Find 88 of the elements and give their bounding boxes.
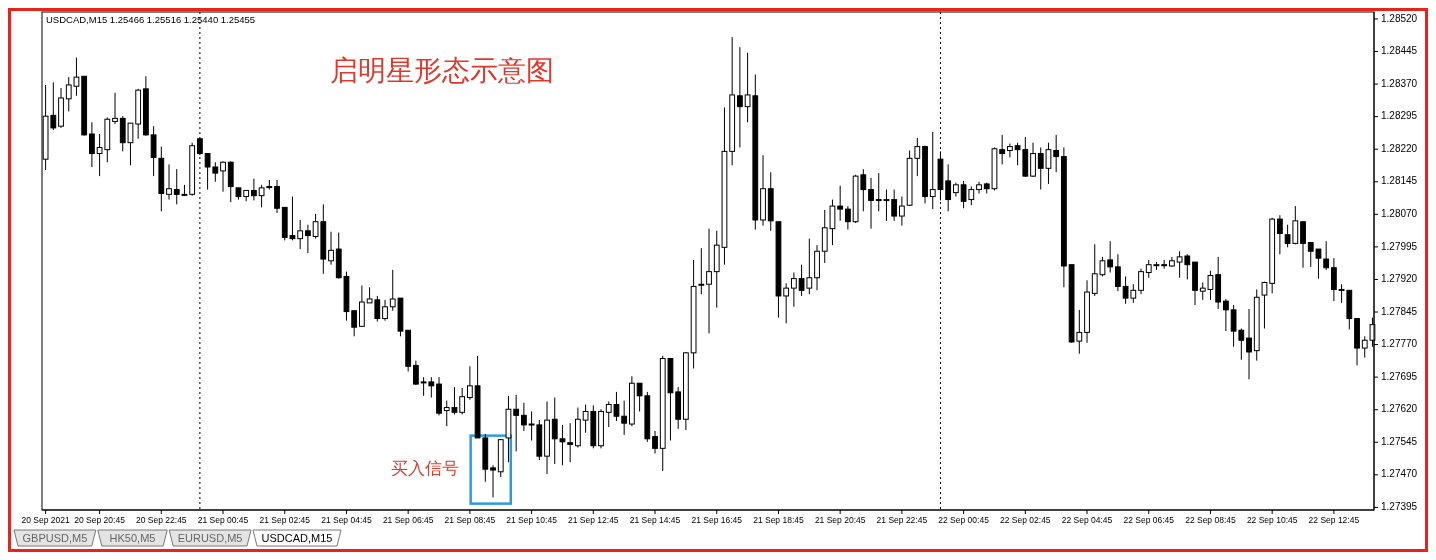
- candlestick: [891, 189, 898, 222]
- candlestick: [220, 160, 226, 193]
- x-tick-label: 21 Sep 10:45: [506, 515, 558, 525]
- candlestick: [1053, 134, 1060, 173]
- x-tick-label: 22 Sep 08:45: [1185, 515, 1237, 525]
- candlestick: [88, 121, 95, 168]
- candlestick: [1261, 281, 1268, 330]
- y-tick-label: 1.27695: [1381, 370, 1418, 382]
- x-tick-label: 21 Sep 12:45: [568, 515, 619, 525]
- candlestick: [466, 365, 473, 401]
- y-tick-label: 1.28295: [1381, 110, 1418, 122]
- x-tick-label: 21 Sep 06:45: [382, 515, 434, 525]
- candlestick: [1330, 257, 1337, 302]
- candlestick: [868, 177, 874, 230]
- candlestick: [1323, 240, 1330, 271]
- candlestick: [1246, 308, 1252, 380]
- x-tick-label: 21 Sep 04:45: [321, 515, 373, 525]
- x-tick-label: 21 Sep 00:45: [197, 515, 249, 525]
- x-tick-label: 22 Sep 10:45: [1246, 515, 1298, 525]
- text: 启明星形态示意图: [329, 55, 554, 86]
- candlestick: [1300, 221, 1306, 269]
- x-tick-label: 21 Sep 08:45: [444, 515, 496, 525]
- candlestick: [790, 272, 797, 308]
- annotation: USDCAD,M15 1.25466 1.25516 1.25440 1.25455: [46, 14, 256, 25]
- x-tick-label: 21 Sep 22:45: [876, 515, 928, 525]
- x-tick-label: 20 Sep 2021: [21, 515, 70, 525]
- candlestick: [736, 46, 743, 148]
- y-tick-label: 1.28070: [1381, 207, 1418, 219]
- x-tick-label: 21 Sep 14:45: [629, 515, 681, 525]
- annotation: 买入信号: [391, 458, 460, 478]
- candlestick: [1114, 253, 1121, 292]
- candlestick: [1276, 214, 1283, 255]
- candlestick: [274, 179, 280, 214]
- y-tick-label: 1.28145: [1381, 175, 1418, 187]
- x-tick-label: 22 Sep 04:45: [1061, 515, 1113, 525]
- candlestick: [1030, 142, 1036, 178]
- candlestick: [698, 247, 705, 295]
- candlestick: [412, 360, 419, 386]
- candlestick: [945, 163, 952, 212]
- x-tick-label: 21 Sep 18:45: [753, 515, 805, 525]
- y-tick-label: 1.27470: [1381, 468, 1418, 480]
- y-tick-label: 1.27845: [1381, 305, 1418, 317]
- candlestick: [351, 310, 358, 337]
- candlestick: [898, 196, 905, 227]
- candlestick: [652, 430, 658, 455]
- y-tick-label: 1.27395: [1381, 501, 1418, 513]
- candlestick: [297, 219, 304, 250]
- candlestick: [1138, 268, 1144, 295]
- y-tick-label: 1.27620: [1381, 403, 1418, 415]
- x-tick-label: 22 Sep 06:45: [1123, 515, 1175, 525]
- candlestick: [150, 125, 157, 177]
- candlestick: [706, 228, 712, 334]
- x-tick-label: 22 Sep 12:45: [1308, 515, 1360, 525]
- y-tick-label: 1.27770: [1381, 338, 1418, 350]
- candlestick: [459, 387, 466, 415]
- y-tick-label: 1.27920: [1381, 273, 1418, 285]
- candlestick: [999, 134, 1006, 165]
- candlestick: [490, 464, 496, 498]
- candlestick: [382, 299, 388, 322]
- y-tick-label: 1.28370: [1381, 77, 1418, 89]
- candlestick: [621, 400, 628, 436]
- candlestick: [1006, 143, 1013, 158]
- candlestick: [112, 92, 118, 125]
- x-tick-label: 22 Sep 00:45: [938, 515, 990, 525]
- candlestick: [520, 402, 527, 432]
- y-tick-label: 1.28220: [1381, 142, 1418, 154]
- window-tabs: GBPUSD,M5 HK50,M5 EURUSD,M5 USDCAD,M15: [13, 529, 342, 547]
- x-tick-label: 21 Sep 02:45: [259, 515, 311, 525]
- candlestick: [166, 163, 172, 201]
- x-tick-label: 20 Sep 20:45: [74, 515, 126, 525]
- candlestick: [837, 185, 844, 222]
- x-tick-label: 22 Sep 02:45: [1000, 515, 1051, 525]
- y-tick-label: 1.27545: [1381, 435, 1418, 447]
- x-tick-label: 21 Sep 20:45: [814, 515, 866, 525]
- candlestick: [513, 394, 520, 452]
- y-tick-label: 1.28445: [1381, 45, 1418, 57]
- x-tick-label: 21 Sep 16:45: [691, 515, 743, 525]
- candlestick: [1107, 240, 1114, 274]
- candlestick: [250, 178, 257, 201]
- x-tick-label: 20 Sep 22:45: [136, 515, 187, 525]
- candlestick: [304, 224, 311, 254]
- y-tick-label: 1.28520: [1381, 12, 1418, 24]
- y-tick-label: 1.27995: [1381, 240, 1418, 252]
- candlestick: [1222, 298, 1229, 332]
- candlestick: [844, 205, 851, 231]
- candlestick: [328, 231, 334, 266]
- candlestick: [567, 422, 574, 463]
- candlestick: [783, 282, 790, 324]
